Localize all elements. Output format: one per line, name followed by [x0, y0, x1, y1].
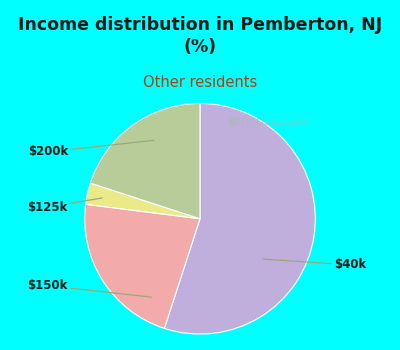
Text: $150k: $150k	[28, 279, 152, 297]
Wedge shape	[164, 104, 315, 334]
Text: City-Data.com: City-Data.com	[231, 117, 310, 127]
Text: $125k: $125k	[28, 198, 102, 214]
Text: Other residents: Other residents	[143, 75, 257, 90]
Text: $40k: $40k	[264, 258, 366, 271]
Text: Income distribution in Pemberton, NJ
(%): Income distribution in Pemberton, NJ (%)	[18, 16, 382, 56]
Wedge shape	[85, 204, 200, 328]
Text: $200k: $200k	[28, 140, 154, 159]
Wedge shape	[90, 104, 200, 219]
Wedge shape	[86, 183, 200, 219]
